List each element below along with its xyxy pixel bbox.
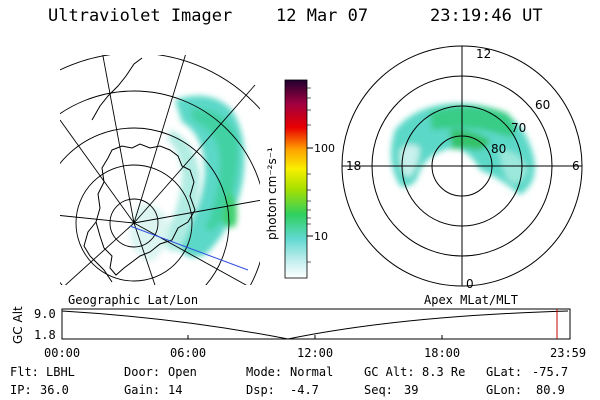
continent-edge bbox=[91, 57, 143, 121]
gc-alt-ytick-bottom: 1.8 bbox=[34, 328, 56, 342]
gc-alt-plot: GC Alt 9.0 1.8 00:00 06:00 12:00 18:00 2… bbox=[11, 306, 586, 360]
polar-map-caption: Apex MLat/MLT bbox=[424, 293, 518, 307]
gcalt-value: 8.3 Re bbox=[422, 365, 466, 379]
polar-mlt-axes bbox=[342, 46, 582, 286]
mlat-label-70: 70 bbox=[511, 121, 526, 135]
ip-label: IP: bbox=[10, 383, 32, 397]
ip-value: 36.0 bbox=[40, 383, 69, 397]
polar-aurora-emission bbox=[391, 103, 535, 195]
terminator-line bbox=[129, 225, 249, 271]
dsp-value: -4.7 bbox=[290, 383, 319, 397]
xtick-1800: 18:00 bbox=[424, 346, 460, 360]
door-label: Door: bbox=[124, 365, 161, 379]
xtick-0000: 00:00 bbox=[44, 346, 80, 360]
filter-value: LBHL bbox=[46, 365, 75, 379]
geo-meridians bbox=[60, 55, 260, 285]
gc-alt-orbit-curve bbox=[61, 310, 569, 340]
colorbar-unit-label: photon cm⁻²s⁻¹ bbox=[265, 147, 279, 240]
mode-label: Mode: bbox=[246, 365, 283, 379]
instrument-title: Ultraviolet Imager bbox=[48, 6, 233, 26]
geo-map-caption: Geographic Lat/Lon bbox=[68, 293, 198, 307]
colorbar: 100 10 photon cm⁻²s⁻¹ bbox=[265, 79, 335, 279]
mlt-label-18: 18 bbox=[346, 159, 361, 173]
colorbar-bar bbox=[284, 79, 308, 279]
glon-label: GLon: bbox=[486, 383, 523, 397]
mlt-label-0: 0 bbox=[466, 277, 474, 291]
polar-mlt-map: 12 0 18 6 60 70 80 bbox=[341, 45, 583, 291]
gc-alt-ylabel: GC Alt bbox=[11, 306, 25, 344]
antarctic-peninsula bbox=[83, 221, 113, 283]
gc-alt-xticks bbox=[187, 335, 443, 339]
filter-label: Flt: bbox=[10, 365, 39, 379]
gain-value: 14 bbox=[168, 383, 183, 397]
mlat-label-80: 80 bbox=[491, 142, 506, 156]
glon-value: 80.9 bbox=[536, 383, 565, 397]
mlt-label-6: 6 bbox=[572, 159, 580, 173]
glat-label: GLat: bbox=[486, 365, 523, 379]
colorbar-tick-label-100: 100 bbox=[314, 142, 335, 155]
gain-label: Gain: bbox=[124, 383, 161, 397]
mlat-label-60: 60 bbox=[535, 98, 550, 112]
geographic-map bbox=[60, 55, 260, 285]
gcalt-label: GC Alt: bbox=[364, 365, 415, 379]
mlt-label-12: 12 bbox=[476, 47, 491, 61]
colorbar-tick-label-10: 10 bbox=[314, 230, 328, 243]
gc-alt-ytick-top: 9.0 bbox=[34, 307, 56, 321]
xtick-1200: 12:00 bbox=[297, 346, 333, 360]
door-value: Open bbox=[168, 365, 197, 379]
seq-value: 39 bbox=[404, 383, 419, 397]
observation-time: 23:19:46 UT bbox=[430, 6, 543, 26]
antarctica-coastline bbox=[95, 143, 196, 276]
dsp-label: Dsp: bbox=[246, 383, 275, 397]
observation-date: 12 Mar 07 bbox=[276, 6, 369, 26]
geo-latitude-circles bbox=[60, 55, 260, 285]
xtick-2359: 23:59 bbox=[550, 346, 586, 360]
xtick-0600: 06:00 bbox=[170, 346, 206, 360]
seq-label: Seq: bbox=[364, 383, 393, 397]
mode-value: Normal bbox=[290, 365, 334, 379]
gc-alt-plot-frame bbox=[61, 308, 571, 340]
colorbar-minor-ticks bbox=[307, 87, 311, 263]
glat-value: -75.7 bbox=[532, 365, 569, 379]
